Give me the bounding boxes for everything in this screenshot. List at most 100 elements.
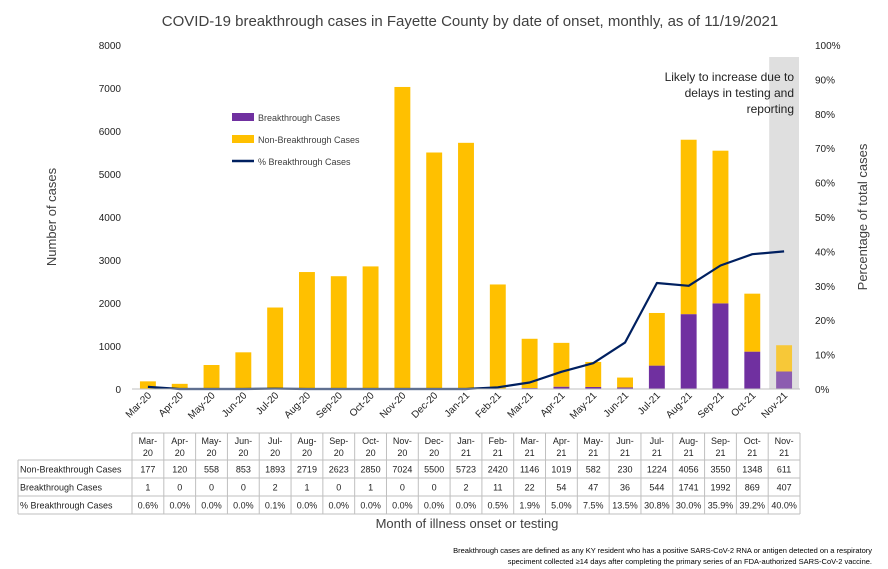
table-cell: 36 (620, 483, 630, 493)
bar-non-breakthrough (203, 365, 220, 389)
table-header-cell: 20 (366, 448, 376, 458)
table-cell: 0 (209, 483, 214, 493)
x-tick-label: Aug-20 (282, 390, 313, 421)
table-cell: 1 (368, 483, 373, 493)
y-tick-label: 3000 (99, 256, 122, 267)
x-tick-label: Aug-21 (664, 390, 695, 421)
x-tick-label: Jan-21 (443, 390, 473, 420)
bar-non-breakthrough (426, 152, 443, 389)
table-header-cell: 20 (429, 448, 439, 458)
table-cell: 1992 (710, 483, 730, 493)
table-cell: 0.0% (424, 501, 445, 511)
table-cell: 1893 (265, 465, 285, 475)
table-header-cell: 21 (684, 448, 694, 458)
bar-breakthrough (648, 365, 665, 389)
bar-non-breakthrough (648, 312, 665, 366)
table-cell: 1741 (679, 483, 699, 493)
x-tick-label: Apr-20 (157, 390, 186, 419)
y-tick-label: 6000 (99, 127, 122, 138)
table-header-cell: Jan- (457, 436, 475, 446)
x-tick-label: Apr-21 (539, 390, 568, 419)
table-cell: 1.9% (519, 501, 540, 511)
bar-non-breakthrough (267, 307, 284, 389)
bar-non-breakthrough (489, 284, 506, 389)
bar-non-breakthrough (235, 352, 252, 389)
table-header-cell: 20 (238, 448, 248, 458)
y-tick-label: 0 (115, 385, 121, 396)
table-cell: 0 (177, 483, 182, 493)
bar-non-breakthrough (171, 383, 188, 389)
legend-label-non-breakthrough: Non-Breakthrough Cases (258, 135, 360, 145)
y2-tick-label: 10% (815, 351, 835, 362)
y2-tick-label: 70% (815, 144, 835, 155)
y2-tick-label: 30% (815, 282, 835, 293)
table-header-cell: 20 (175, 448, 185, 458)
bar-non-breakthrough (521, 338, 538, 389)
bar-breakthrough (680, 314, 697, 389)
table-cell: 0.6% (138, 501, 159, 511)
table-cell: 0.0% (201, 501, 222, 511)
table-header-cell: 20 (397, 448, 407, 458)
table-cell: 2623 (329, 465, 349, 475)
table-cell: 0.0% (392, 501, 413, 511)
x-tick-label: May-21 (568, 390, 600, 422)
table-header-cell: 21 (779, 448, 789, 458)
table-row-label: % Breakthrough Cases (20, 501, 113, 511)
table-cell: 1019 (551, 465, 571, 475)
table-cell: 0.1% (265, 501, 286, 511)
x-tick-label: Jul-21 (636, 390, 663, 417)
table-cell: 47 (588, 483, 598, 493)
annotation-line: Likely to increase due to (665, 70, 795, 84)
table-cell: 0 (400, 483, 405, 493)
bar-breakthrough (744, 351, 761, 389)
x-tick-label: Dec-20 (410, 390, 441, 421)
table-header-cell: Aug- (297, 436, 316, 446)
table-cell: 39.2% (740, 501, 766, 511)
bar-non-breakthrough (553, 342, 570, 387)
y-tick-label: 2000 (99, 299, 122, 310)
table-cell: 558 (204, 465, 219, 475)
x-tick-label: May-20 (186, 390, 218, 422)
bar-breakthrough (585, 386, 602, 389)
bar-breakthrough (617, 387, 633, 389)
table-cell: 2 (273, 483, 278, 493)
bar-non-breakthrough (680, 139, 697, 315)
y2-tick-label: 90% (815, 75, 835, 86)
x-axis-title: Month of illness onset or testing (376, 516, 559, 531)
table-row-label: Non-Breakthrough Cases (20, 465, 122, 475)
table-cell: 7024 (392, 465, 412, 475)
table-header-cell: 20 (270, 448, 280, 458)
table-header-cell: 21 (620, 448, 630, 458)
footnote-line: speciment collected ≥14 days after compl… (508, 557, 872, 566)
table-header-cell: 20 (302, 448, 312, 458)
table-cell: 13.5% (612, 501, 638, 511)
table-cell: 0.0% (169, 501, 190, 511)
legend-label-pct: % Breakthrough Cases (258, 157, 351, 167)
x-tick-label: Jun-21 (602, 390, 632, 420)
legend-label-breakthrough: Breakthrough Cases (258, 113, 341, 123)
bar-non-breakthrough (617, 377, 633, 388)
table-header-cell: 21 (525, 448, 535, 458)
table-row-label: Breakthrough Cases (20, 483, 103, 493)
table-header-cell: 21 (556, 448, 566, 458)
bar-breakthrough (712, 303, 729, 389)
table-cell: 0.0% (456, 501, 477, 511)
table-cell: 5723 (456, 465, 476, 475)
table-cell: 544 (649, 483, 664, 493)
table-cell: 407 (777, 483, 792, 493)
bar-non-breakthrough (744, 293, 761, 352)
table-cell: 11 (493, 483, 502, 493)
table-header-cell: 20 (334, 448, 344, 458)
table-header-cell: 21 (747, 448, 757, 458)
table-cell: 0.5% (488, 501, 509, 511)
y2-axis-title: Percentage of total cases (855, 143, 870, 290)
y-tick-label: 1000 (99, 342, 122, 353)
x-tick-label: Oct-20 (348, 390, 377, 419)
table-cell: 2 (463, 483, 468, 493)
table-cell: 0 (432, 483, 437, 493)
y2-tick-label: 100% (815, 41, 841, 52)
table-header-cell: 21 (715, 448, 725, 458)
bar-non-breakthrough (776, 345, 793, 372)
table-header-cell: Nov- (393, 436, 412, 446)
table-cell: 0.0% (297, 501, 318, 511)
